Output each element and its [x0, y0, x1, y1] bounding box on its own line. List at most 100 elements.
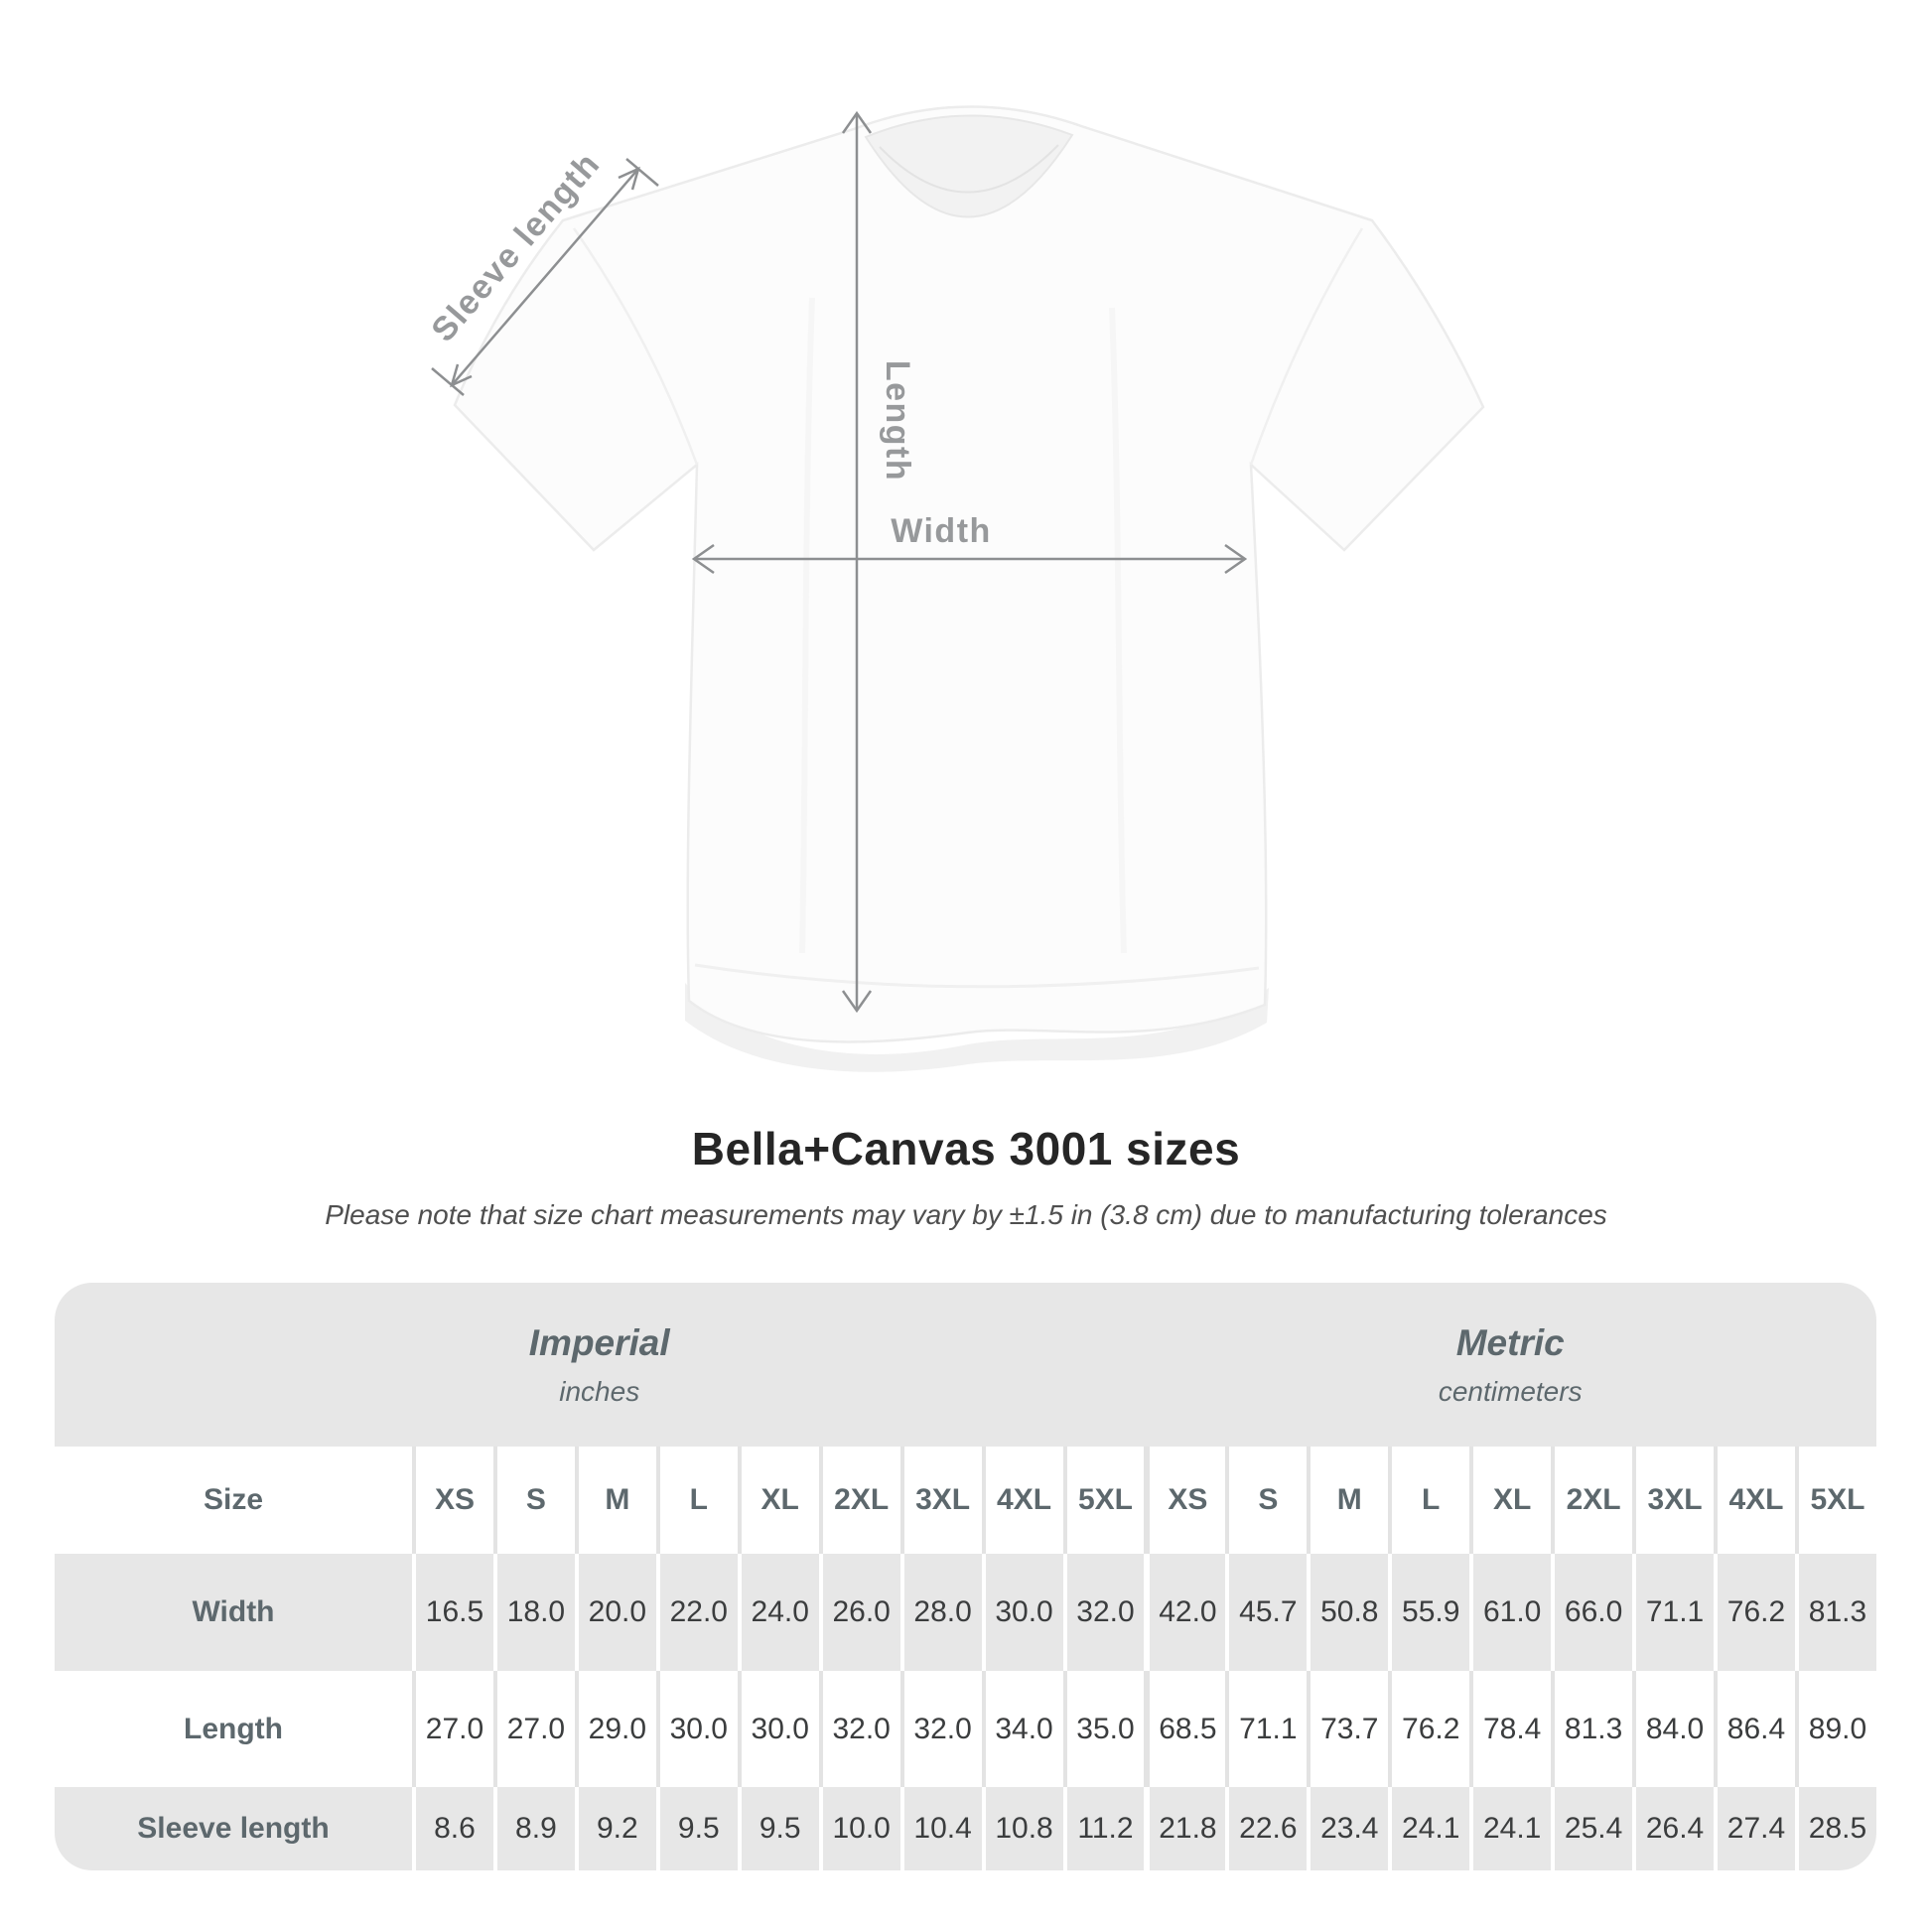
size-col-header: XL [737, 1447, 819, 1554]
table-cell: 23.4 [1307, 1787, 1389, 1870]
size-table-container: Imperial inches Metric centimeters Size … [55, 1283, 1876, 1870]
row-label-width: Width [55, 1554, 412, 1671]
size-col-header: L [1388, 1447, 1470, 1554]
table-cell: 32.0 [818, 1671, 900, 1787]
size-col-header: 4XL [981, 1447, 1063, 1554]
table-row-width: Width 16.5 18.0 20.0 22.0 24.0 26.0 28.0… [55, 1554, 1876, 1671]
table-cell: 8.6 [412, 1787, 493, 1870]
table-cell: 32.0 [899, 1671, 982, 1787]
imperial-group-header: Imperial inches [55, 1283, 1145, 1447]
table-cell: 11.2 [1062, 1787, 1145, 1870]
table-cell: 10.0 [818, 1787, 900, 1870]
table-cell: 8.9 [492, 1787, 575, 1870]
size-col-header: M [574, 1447, 656, 1554]
tshirt-hem-stitch [694, 963, 1260, 989]
size-col-header: 3XL [1632, 1447, 1714, 1554]
size-corner-label: Size [55, 1447, 412, 1554]
tshirt-collar [864, 114, 1074, 218]
table-cell: 50.8 [1307, 1554, 1389, 1671]
size-table: Imperial inches Metric centimeters Size … [55, 1283, 1876, 1870]
table-cell: 71.1 [1632, 1554, 1714, 1671]
table-cell: 76.2 [1714, 1554, 1795, 1671]
size-col-header: 3XL [899, 1447, 982, 1554]
table-cell: 24.1 [1388, 1787, 1470, 1870]
length-arrow [841, 110, 873, 1014]
table-cell: 42.0 [1144, 1554, 1226, 1671]
tshirt-measurement-diagram: Sleeve length Length Width [424, 105, 1485, 1072]
size-col-header: 2XL [1551, 1447, 1633, 1554]
table-cell: 29.0 [574, 1671, 656, 1787]
table-cell: 27.0 [492, 1671, 575, 1787]
size-col-header: 4XL [1714, 1447, 1795, 1554]
table-cell: 9.5 [655, 1787, 738, 1870]
row-label-sleeve-length: Sleeve length [55, 1787, 412, 1870]
length-label: Length [879, 360, 916, 482]
table-cell: 25.4 [1551, 1787, 1633, 1870]
tshirt-right-sleeve-seam [1249, 227, 1364, 466]
page-title: Bella+Canvas 3001 sizes [691, 1123, 1241, 1174]
tshirt-collar-seam [879, 144, 1059, 194]
table-cell: 28.5 [1794, 1787, 1876, 1870]
table-cell: 18.0 [492, 1554, 575, 1671]
tshirt-silhouette [453, 105, 1485, 1043]
size-col-header: XL [1469, 1447, 1552, 1554]
size-col-header: S [1225, 1447, 1308, 1554]
table-cell: 27.0 [412, 1671, 493, 1787]
table-cell: 9.2 [574, 1787, 656, 1870]
table-cell: 27.4 [1714, 1787, 1795, 1870]
table-cell: 24.0 [737, 1554, 819, 1671]
table-cell: 61.0 [1469, 1554, 1552, 1671]
metric-group-header: Metric centimeters [1144, 1283, 1876, 1447]
sleeve-length-arrow [431, 158, 659, 396]
table-cell: 24.1 [1469, 1787, 1552, 1870]
table-cell: 84.0 [1632, 1671, 1714, 1787]
table-cell: 71.1 [1225, 1671, 1308, 1787]
table-cell: 55.9 [1388, 1554, 1470, 1671]
table-cell: 78.4 [1469, 1671, 1552, 1787]
table-cell: 73.7 [1307, 1671, 1389, 1787]
table-cell: 22.0 [655, 1554, 738, 1671]
table-cell: 76.2 [1388, 1671, 1470, 1787]
table-cell: 21.8 [1144, 1787, 1226, 1870]
table-row-length: Length 27.0 27.0 29.0 30.0 30.0 32.0 32.… [55, 1671, 1876, 1787]
page-subtitle: Please note that size chart measurements… [325, 1199, 1607, 1230]
table-cell: 10.4 [899, 1787, 982, 1870]
table-cell: 86.4 [1714, 1671, 1795, 1787]
row-label-length: Length [55, 1671, 412, 1787]
table-cell: 81.3 [1551, 1671, 1633, 1787]
size-col-header: S [492, 1447, 575, 1554]
size-col-header: 5XL [1794, 1447, 1876, 1554]
table-cell: 30.0 [981, 1554, 1063, 1671]
table-row-sleeve-length: Sleeve length 8.6 8.9 9.2 9.5 9.5 10.0 1… [55, 1787, 1876, 1870]
table-cell: 66.0 [1551, 1554, 1633, 1671]
table-cell: 68.5 [1144, 1671, 1226, 1787]
table-cell: 89.0 [1794, 1671, 1876, 1787]
width-label: Width [891, 512, 992, 550]
table-cell: 32.0 [1062, 1554, 1145, 1671]
table-cell: 45.7 [1225, 1554, 1308, 1671]
table-cell: 35.0 [1062, 1671, 1145, 1787]
table-cell: 28.0 [899, 1554, 982, 1671]
table-cell: 22.6 [1225, 1787, 1308, 1870]
table-cell: 34.0 [981, 1671, 1063, 1787]
size-col-header: M [1307, 1447, 1389, 1554]
table-cell: 10.8 [981, 1787, 1063, 1870]
tshirt-left-sleeve-seam [572, 227, 699, 466]
metric-group-title: Metric [1455, 1321, 1565, 1363]
size-col-header: 5XL [1062, 1447, 1145, 1554]
table-cell: 26.4 [1632, 1787, 1714, 1870]
imperial-group-title: Imperial [528, 1321, 670, 1363]
table-cell: 30.0 [737, 1671, 819, 1787]
table-cell: 30.0 [655, 1671, 738, 1787]
size-col-header: 2XL [818, 1447, 900, 1554]
table-cell: 20.0 [574, 1554, 656, 1671]
width-arrow [691, 543, 1248, 575]
metric-group-unit: centimeters [1438, 1375, 1583, 1407]
size-col-header: L [655, 1447, 738, 1554]
tshirt-fold-line [799, 297, 815, 954]
table-cell: 81.3 [1794, 1554, 1876, 1671]
table-cell: 26.0 [818, 1554, 900, 1671]
tshirt-fold-line [1109, 307, 1127, 954]
unit-group-header-row: Imperial inches Metric centimeters [55, 1283, 1876, 1447]
